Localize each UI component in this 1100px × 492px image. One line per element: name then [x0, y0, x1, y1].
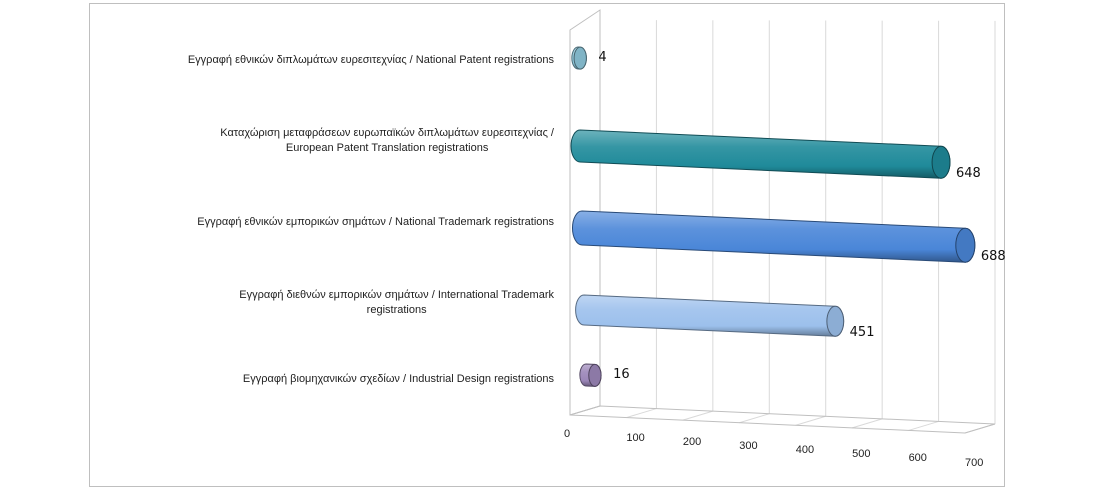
category-label: Εγγραφή εθνικών εμπορικών σημάτων / Nati…: [197, 215, 554, 230]
value-label: 451: [849, 325, 875, 341]
bar-cap: [588, 363, 602, 387]
bar-cap: [573, 46, 587, 70]
category-label-line: Εγγραφή βιομηχανικών σχεδίων / Industria…: [242, 372, 554, 385]
category-label: Εγγραφή βιομηχανικών σχεδίων / Industria…: [243, 372, 554, 387]
category-label: Εγγραφή εθνικών διπλωμάτων ευρεσιτεχνίας…: [188, 53, 554, 68]
floor-gridline: [795, 415, 826, 426]
floor-gridline: [682, 410, 714, 421]
category-label: Εγγραφή διεθνών εμπορικών σημάτων / Inte…: [239, 288, 554, 318]
tick-label: 0: [564, 428, 571, 440]
bar-body: [570, 129, 951, 179]
bar-4: [579, 363, 602, 387]
category-label-line: registrations: [366, 304, 427, 316]
floor-gridline: [626, 408, 657, 419]
category-label-line: Εγγραφή διεθνών εμπορικών σημάτων / Inte…: [239, 289, 554, 301]
value-label: 16: [613, 367, 630, 383]
category-label-line: Εγγραφή εθνικών εμπορικών σημάτων / Nati…: [197, 215, 554, 228]
bar-3: [575, 294, 845, 337]
floor-gridline: [739, 413, 770, 424]
floor-gridline: [851, 418, 883, 429]
value-label: 688: [980, 249, 1006, 265]
tick-label: 100: [626, 432, 645, 445]
bar-cap: [955, 227, 976, 263]
bar-2: [571, 210, 976, 263]
tick-label: 300: [739, 440, 758, 453]
bar-0: [571, 46, 587, 70]
tick-label: 200: [682, 436, 702, 449]
bar-cap: [826, 305, 845, 337]
tick-label: 400: [795, 444, 815, 457]
category-label-line: Εγγραφή εθνικών διπλωμάτων ευρεσιτεχνίας…: [187, 53, 554, 66]
floor: [569, 405, 996, 434]
category-label-line: European Patent Translation registration…: [285, 142, 489, 154]
bar-cap: [931, 145, 951, 179]
chart-border: [89, 3, 1005, 487]
value-label: 648: [955, 166, 981, 182]
floor-gridline: [908, 420, 939, 431]
tick-label: 500: [852, 448, 871, 461]
category-label-line: Καταχώριση μεταφράσεων ευρωπαϊκών διπλωμ…: [220, 127, 554, 139]
category-label: Καταχώριση μεταφράσεων ευρωπαϊκών διπλωμ…: [220, 126, 554, 156]
tick-label: 600: [908, 452, 927, 465]
tick-label: 700: [965, 456, 984, 469]
bar-body: [571, 210, 976, 263]
value-label: 4: [598, 50, 607, 66]
bar-1: [570, 129, 951, 179]
bar-body: [575, 294, 845, 337]
